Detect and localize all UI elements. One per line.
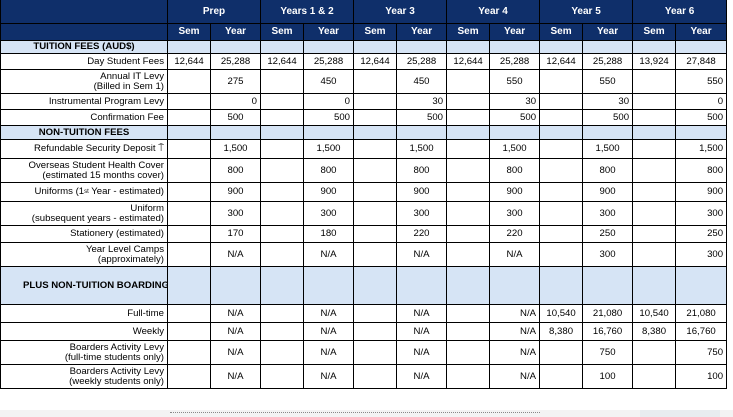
table-row: Weekly N/A N/A N/A N/A 8,380 16,760 8,380…	[0, 322, 728, 341]
sem-header: Sem	[353, 23, 398, 41]
footnote-rule	[170, 412, 540, 415]
table-row: Annual IT Levy (Billed in Sem 1) 275 450 …	[0, 69, 728, 94]
sem-header: Sem	[167, 23, 211, 41]
row-label: Uniforms (1st Year - estimated)	[0, 182, 168, 202]
fees-table: Prep Years 1 & 2 Year 3 Year 4 Year 5 Ye…	[0, 0, 728, 389]
period-header-row: Sem Year Sem Year Sem Year Sem Year Sem Year …	[0, 23, 728, 41]
row-label: Stationery (estimated)	[0, 225, 168, 243]
header-corner	[0, 0, 168, 24]
header-corner	[0, 23, 168, 41]
table-row: Stationery (estimated) 170 180 220 220 2…	[0, 225, 728, 243]
year-header-row: Prep Years 1 & 2 Year 3 Year 4 Year 5 Ye…	[0, 0, 728, 24]
row-label: Boarders Activity Levy (weekly students o…	[0, 364, 168, 389]
year-header: Year 4	[446, 0, 541, 24]
row-label: Uniform (subsequent years - estimated)	[0, 201, 168, 226]
footer-strip	[0, 410, 733, 417]
row-label: Day Student Fees	[0, 53, 168, 70]
table-row: Instrumental Program Levy 0 0 30 30 30 0	[0, 93, 728, 110]
year-header: Year 6	[632, 0, 728, 24]
year-subheader: Year	[582, 23, 634, 41]
sem-header: Sem	[539, 23, 584, 41]
row-label: Boarders Activity Levy (full-time student…	[0, 340, 168, 365]
table-row: Boarders Activity Levy (weekly students o…	[0, 364, 728, 389]
table-row: Overseas Student Health Cover (estimated …	[0, 158, 728, 183]
section-row: NON-TUITION FEES	[0, 125, 728, 140]
table-row: Uniforms (1st Year - estimated) 900 900 …	[0, 182, 728, 202]
row-label: Overseas Student Health Cover (estimated …	[0, 158, 168, 183]
sem-header: Sem	[446, 23, 491, 41]
year-subheader: Year	[209, 23, 262, 41]
section-title-boarding: PLUS NON-TUITION BOARDING FEES (AUD$) (*…	[0, 266, 168, 305]
section-row: TUITION FEES (AUD$)	[0, 40, 728, 54]
table-row: Full-time N/A N/A N/A N/A 10,540 21,080 1…	[0, 304, 728, 323]
row-label: Refundable Security Deposit ⍑	[0, 139, 168, 159]
row-label: Confirmation Fee	[0, 109, 168, 126]
section-title-non-tuition: NON-TUITION FEES	[0, 125, 168, 140]
section-row: PLUS NON-TUITION BOARDING FEES (AUD$) (*…	[0, 266, 728, 305]
table-row: Day Student Fees 12,644 25,288 12,644 25,2…	[0, 53, 728, 70]
row-label: Weekly	[0, 322, 168, 341]
year-header: Years 1 & 2	[260, 0, 355, 24]
year-header: Year 5	[539, 0, 634, 24]
section-title-tuition: TUITION FEES (AUD$)	[0, 40, 168, 54]
row-label: Annual IT Levy (Billed in Sem 1)	[0, 69, 168, 94]
year-subheader: Year	[489, 23, 541, 41]
sem-header: Sem	[632, 23, 677, 41]
row-label: Full-time	[0, 304, 168, 323]
table-row: Year Level Camps (approximately) N/A N/A …	[0, 242, 728, 267]
year-subheader: Year	[396, 23, 448, 41]
row-label: Instrumental Program Levy	[0, 93, 168, 110]
year-subheader: Year	[675, 23, 728, 41]
row-label: Year Level Camps (approximately)	[0, 242, 168, 267]
year-header: Year 3	[353, 0, 448, 24]
sem-header: Sem	[260, 23, 305, 41]
watermark-logo	[640, 410, 720, 417]
table-row: Refundable Security Deposit ⍑ 1,500 1,50…	[0, 139, 728, 159]
table-row: Boarders Activity Levy (full-time student…	[0, 340, 728, 365]
table-row: Confirmation Fee 500 500 500 500 500 500	[0, 109, 728, 126]
year-subheader: Year	[303, 23, 355, 41]
year-header: Prep	[166, 0, 262, 24]
table-row: Uniform (subsequent years - estimated) 30…	[0, 201, 728, 226]
